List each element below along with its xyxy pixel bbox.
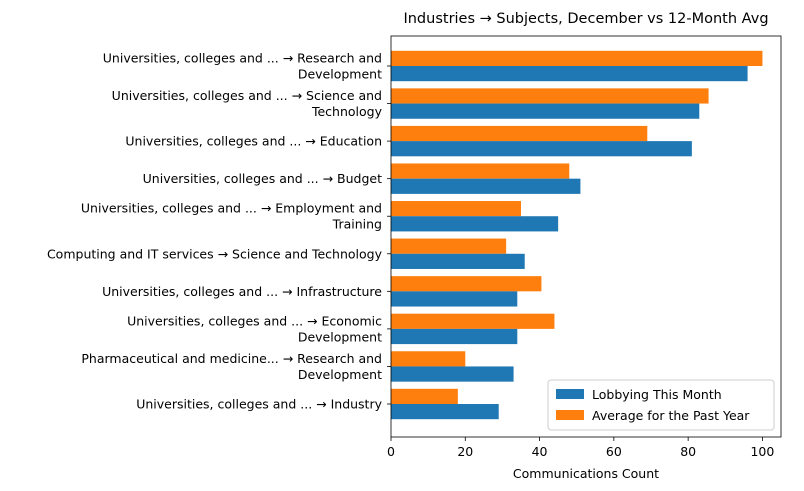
y-tick-label-line: Development <box>298 367 382 382</box>
bar-lobbying-this-month <box>391 66 748 82</box>
y-tick-label: Pharmaceutical and medicine... → Researc… <box>81 351 382 382</box>
bar-lobbying-this-month <box>391 178 581 194</box>
bar-average-past-year <box>391 163 570 179</box>
y-tick-label-line: Universities, colleges and ... → Employm… <box>81 201 382 216</box>
bar-lobbying-this-month <box>391 366 514 382</box>
y-tick-label: Universities, colleges and ... → Science… <box>112 88 383 119</box>
bar-average-past-year <box>391 88 709 104</box>
y-tick-label: Universities, colleges and ... → Educati… <box>125 134 382 149</box>
y-tick-label-line: Universities, colleges and ... → Industr… <box>136 397 382 412</box>
bar-average-past-year <box>391 276 542 292</box>
y-tick-label: Computing and IT services → Science and … <box>47 246 383 261</box>
plot-frame <box>390 35 782 438</box>
x-tick-label: 100 <box>750 444 774 459</box>
y-tick-label-line: Universities, colleges and ... → Researc… <box>103 51 382 66</box>
bar-lobbying-this-month <box>391 328 518 345</box>
y-tick-label-line: Training <box>332 217 382 232</box>
y-tick-label: Universities, colleges and ... → Employm… <box>81 201 382 232</box>
y-tick-label: Universities, colleges and ... → Infrast… <box>102 284 382 299</box>
bar-average-past-year <box>391 125 648 142</box>
x-tick-label: 0 <box>387 444 395 459</box>
y-tick-label-line: Universities, colleges and ... → Educati… <box>125 134 382 149</box>
y-tick-label-line: Universities, colleges and ... → Science… <box>112 88 382 103</box>
y-tick-label-line: Technology <box>311 104 383 119</box>
bar-average-past-year <box>391 351 466 367</box>
y-tick-label-line: Development <box>298 329 382 344</box>
y-tick-label: Universities, colleges and ... → Economi… <box>127 313 382 344</box>
bar-lobbying-this-month <box>391 404 499 420</box>
x-tick-label: 20 <box>457 444 473 459</box>
x-tick-label: 60 <box>606 444 622 459</box>
y-tick-label: Universities, colleges and ... → Industr… <box>136 397 382 412</box>
bar-lobbying-this-month <box>391 103 700 119</box>
bar-average-past-year <box>391 201 521 217</box>
legend-swatch <box>556 389 584 399</box>
bar-lobbying-this-month <box>391 291 518 307</box>
legend-entry-label: Lobbying This Month <box>592 387 722 402</box>
y-tick-label: Universities, colleges and ... → Researc… <box>103 51 382 82</box>
bar-lobbying-this-month <box>391 253 525 269</box>
bar-lobbying-this-month <box>391 216 559 232</box>
y-tick-label-line: Universities, colleges and ... → Budget <box>143 171 382 186</box>
legend-entry-label: Average for the Past Year <box>592 408 750 423</box>
x-axis-label: Communications Count <box>513 466 659 481</box>
chart-title: Industries → Subjects, December vs 12-Mo… <box>403 11 768 27</box>
x-tick-label: 40 <box>532 444 548 459</box>
y-tick-label-line: Universities, colleges and ... → Infrast… <box>102 284 382 299</box>
legend-box <box>547 379 775 431</box>
bar-average-past-year <box>391 50 763 66</box>
bar-lobbying-this-month <box>391 141 692 157</box>
y-tick-label-line: Computing and IT services → Science and … <box>47 246 383 261</box>
bar-average-past-year <box>391 313 555 329</box>
y-tick-label-line: Development <box>298 67 382 82</box>
bar-average-past-year <box>391 238 507 254</box>
plot-area: Universities, colleges and ... → Researc… <box>47 35 782 459</box>
y-tick-label-line: Universities, colleges and ... → Economi… <box>127 313 382 328</box>
legend-swatch <box>556 410 584 420</box>
bar-average-past-year <box>391 388 458 404</box>
y-tick-label: Universities, colleges and ... → Budget <box>143 171 382 186</box>
y-tick-label-line: Pharmaceutical and medicine... → Researc… <box>81 351 382 366</box>
x-tick-label: 80 <box>680 444 696 459</box>
